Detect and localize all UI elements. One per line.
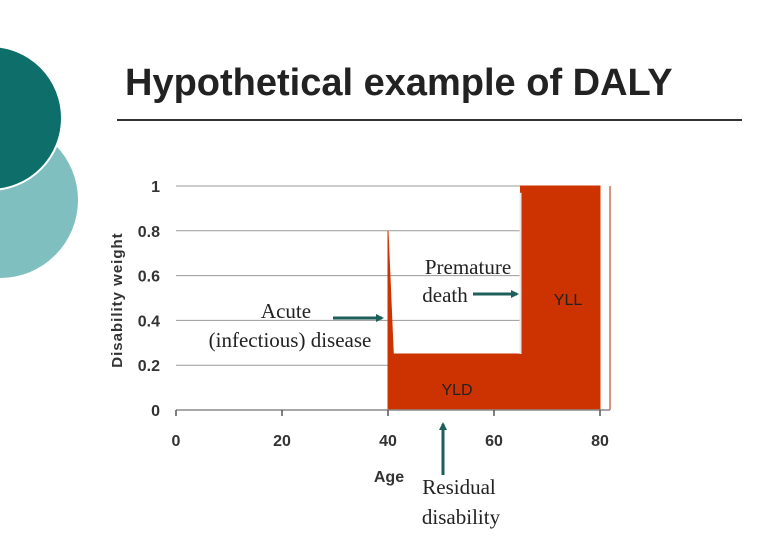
acute-label-line1: Acute (261, 299, 311, 323)
title-divider (117, 119, 742, 121)
residual-label-line1: Residual (422, 475, 496, 499)
y-tick-label-5: 1 (151, 179, 160, 196)
slide-title: Hypothetical example of DALY (125, 62, 673, 104)
y-tick-label-1: 0.2 (138, 358, 160, 375)
y-tick-label-3: 0.6 (138, 269, 160, 286)
decor-circle-outline (0, 45, 63, 191)
tick-labels: 0 0.2 0.4 0.6 0.8 1 0 20 40 60 80 (138, 179, 609, 450)
yld-label: YLD (441, 382, 472, 399)
premature-label-line2: death (422, 283, 468, 307)
x-tick-label-0: 0 (172, 433, 181, 450)
y-tick-label-2: 0.4 (138, 313, 160, 330)
y-axis-label: Disability weight (109, 232, 126, 367)
y-tick-label-4: 0.8 (138, 224, 160, 241)
area-series (387, 185, 611, 411)
decor-circle-dark (0, 46, 62, 190)
x-axis-label: Age (374, 469, 404, 486)
yll-label: YLL (554, 292, 583, 309)
acute-label-line2: (infectious) disease (209, 328, 372, 352)
residual-label-line2: disability (422, 505, 501, 529)
y-tick-label-0: 0 (151, 403, 160, 420)
axes (175, 409, 610, 416)
x-tick-label-3: 60 (485, 433, 503, 450)
x-tick-label-2: 40 (379, 433, 397, 450)
x-tick-label-4: 80 (591, 433, 609, 450)
x-tick-label-1: 20 (273, 433, 291, 450)
premature-label-line1: Premature (425, 255, 511, 279)
